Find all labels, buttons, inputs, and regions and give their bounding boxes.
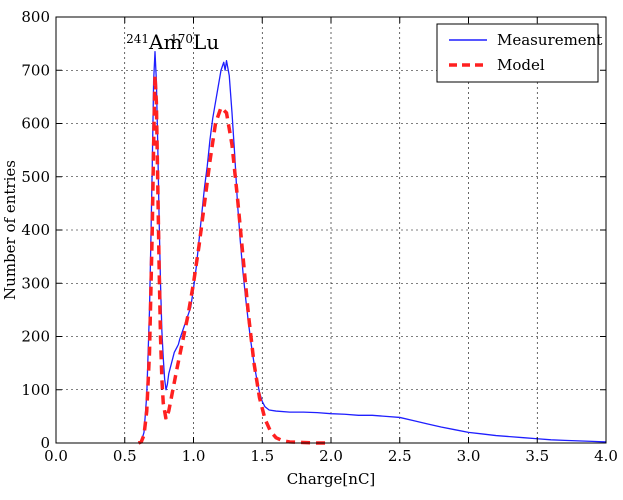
annotation-am241-element: Am bbox=[148, 30, 182, 54]
y-tick-label: 800 bbox=[21, 8, 50, 26]
y-tick-label: 500 bbox=[21, 168, 50, 186]
x-tick-label: 4.0 bbox=[594, 447, 618, 465]
x-tick-label: 0.5 bbox=[113, 447, 137, 465]
x-tick-label: 0.0 bbox=[44, 447, 68, 465]
annotation-am241-label: 241Am bbox=[126, 30, 182, 54]
x-tick-label: 2.5 bbox=[388, 447, 412, 465]
annotation-am241-mass: 241 bbox=[126, 32, 149, 46]
y-tick-label: 100 bbox=[21, 381, 50, 399]
annotation-lu170-label: 170Lu bbox=[170, 30, 219, 54]
y-axis-title: Number of entries bbox=[1, 160, 19, 300]
annotation-lu170-mass: 170 bbox=[170, 32, 193, 46]
legend-measurement-label: Measurement bbox=[497, 31, 602, 49]
grid-lines bbox=[56, 17, 606, 443]
x-tick-label: 1.5 bbox=[250, 447, 274, 465]
x-tick-label: 3.0 bbox=[457, 447, 481, 465]
series-layer bbox=[137, 50, 607, 445]
y-tick-label: 0 bbox=[40, 434, 50, 452]
annotation-lu170: 170Lu bbox=[170, 30, 219, 54]
x-tick-label: 3.5 bbox=[525, 447, 549, 465]
annotation-lu170-element: Lu bbox=[193, 30, 219, 54]
x-tick-label: 2.0 bbox=[319, 447, 343, 465]
legend: Measurement Model bbox=[436, 23, 602, 83]
y-tick-label: 300 bbox=[21, 274, 50, 292]
legend-box bbox=[436, 23, 599, 83]
y-tick-label: 600 bbox=[21, 115, 50, 133]
series-measurement-line bbox=[138, 50, 607, 444]
x-axis-title: Charge[nC] bbox=[287, 470, 376, 488]
series-model-line bbox=[137, 75, 331, 445]
y-tick-label: 200 bbox=[21, 328, 50, 346]
tick-marks bbox=[55, 16, 607, 444]
annotation-am241: 241Am bbox=[126, 30, 182, 54]
y-tick-label: 700 bbox=[21, 61, 50, 79]
x-tick-label: 1.0 bbox=[182, 447, 206, 465]
y-tick-label: 400 bbox=[21, 221, 50, 239]
legend-model-label: Model bbox=[497, 56, 545, 74]
